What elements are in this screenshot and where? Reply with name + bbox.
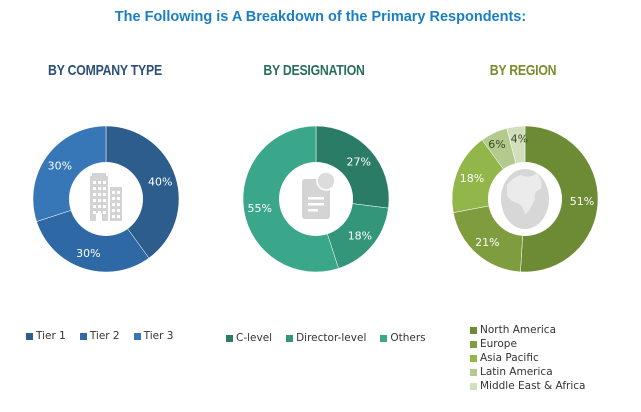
legend-label: Middle East & Africa: [480, 380, 586, 392]
legend-region: North America Europe Asia Pacific Latin Ame…: [470, 324, 586, 394]
legend-item-latin-america: Latin America: [470, 366, 586, 378]
legend-item-north-america: North America: [470, 324, 586, 336]
building-icon: [90, 173, 122, 221]
data-label: 6%: [488, 138, 505, 151]
chart-title-company-type: BY COMPANY TYPE: [48, 62, 162, 79]
data-label: 27%: [347, 155, 371, 168]
data-label: 40%: [148, 175, 172, 188]
page-title: The Following is A Breakdown of the Prim…: [114, 9, 527, 25]
legend-swatch: [470, 354, 477, 362]
legend-swatch: [470, 326, 477, 334]
legend-label: Europe: [480, 338, 517, 350]
legend-designation: C-level Director-level Others: [226, 332, 440, 345]
legend-label: Asia Pacific: [480, 352, 539, 364]
document-icon: [302, 171, 336, 219]
legend-item-europe: Europe: [470, 338, 586, 350]
legend-swatch: [26, 332, 33, 340]
legend-swatch: [286, 334, 294, 342]
legend-item-c-level: C-level: [226, 332, 272, 344]
data-label: 4%: [511, 132, 528, 145]
legend-item-others: Others: [380, 332, 426, 344]
legend-company-type: Tier 1 Tier 2 Tier 3: [26, 330, 187, 343]
legend-swatch: [470, 340, 477, 348]
data-label: 21%: [475, 236, 499, 249]
data-label: 51%: [570, 195, 594, 208]
legend-item-tier-2: Tier 2: [79, 330, 120, 342]
chart-title-region: BY REGION: [489, 62, 557, 79]
legend-label: North America: [480, 324, 557, 336]
data-label: 18%: [460, 172, 484, 185]
data-label: 30%: [76, 247, 100, 260]
legend-label: C-level: [236, 332, 273, 344]
legend-swatch: [470, 382, 477, 390]
slice-tier-2: [36, 198, 150, 273]
legend-label: Tier 2: [89, 330, 120, 342]
legend-swatch: [380, 334, 388, 342]
legend-item-tier-1: Tier 1: [26, 330, 66, 342]
legend-label: Latin America: [480, 366, 553, 378]
legend-label: Director-level: [296, 332, 367, 344]
legend-swatch: [79, 332, 87, 340]
slice-tier-1: [105, 125, 180, 259]
legend-item-middle-east-africa: Middle East & Africa: [470, 380, 586, 392]
legend-item-asia-pacific: Asia Pacific: [470, 352, 586, 364]
legend-swatch: [133, 332, 141, 340]
legend-item-tier-3: Tier 3: [133, 330, 174, 342]
globe-icon: [501, 169, 549, 229]
legend-swatch: [470, 368, 477, 376]
legend-swatch: [226, 334, 233, 342]
data-label: 55%: [247, 202, 271, 215]
legend-label: Others: [390, 332, 426, 344]
chart-title-designation: BY DESIGNATION: [263, 62, 365, 79]
legend-label: Tier 3: [143, 330, 174, 342]
legend-item-director-level: Director-level: [286, 332, 366, 344]
data-label: 18%: [348, 229, 372, 242]
legend-label: Tier 1: [36, 330, 66, 342]
data-label: 30%: [48, 159, 72, 172]
